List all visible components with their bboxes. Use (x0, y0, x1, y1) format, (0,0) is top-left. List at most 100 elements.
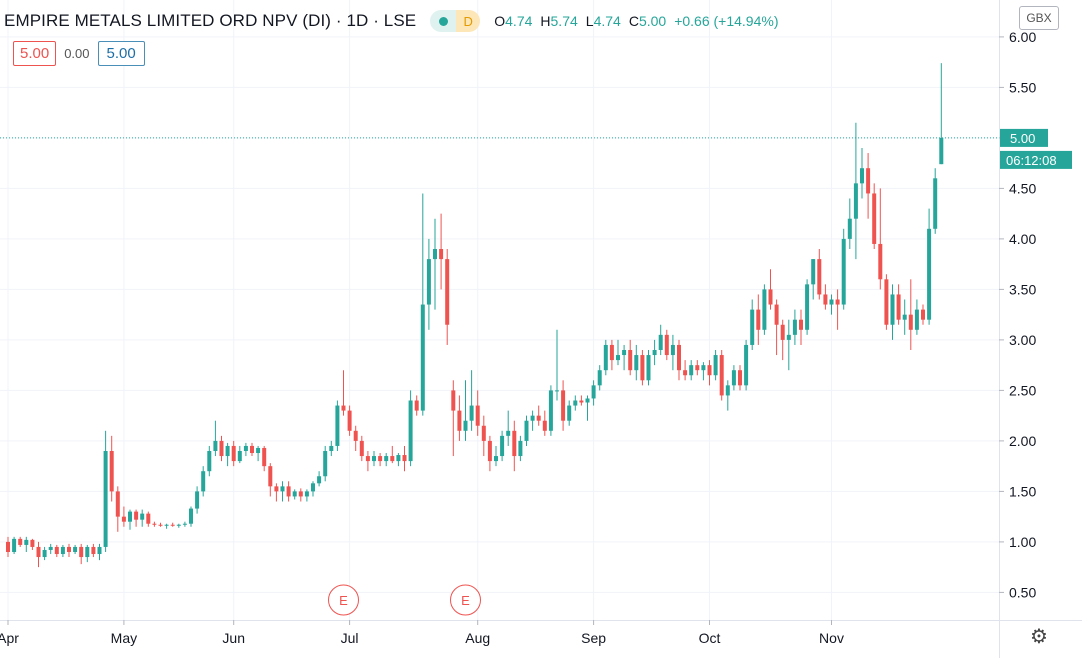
candle[interactable] (744, 339, 749, 391)
candle[interactable] (426, 238, 431, 330)
candle[interactable] (414, 395, 419, 416)
candle[interactable] (182, 521, 187, 527)
candle[interactable] (158, 522, 163, 527)
candle[interactable] (725, 380, 730, 411)
candle[interactable] (79, 543, 84, 565)
sell-price-button[interactable]: 5.00 (13, 41, 57, 66)
candle[interactable] (237, 445, 242, 464)
candle[interactable] (756, 294, 761, 345)
candle[interactable] (268, 463, 273, 497)
candle[interactable] (353, 425, 358, 451)
candle[interactable] (799, 309, 803, 345)
candle[interactable] (390, 445, 395, 464)
candle[interactable] (762, 284, 767, 335)
symbol-title[interactable]: EMPIRE METALS LIMITED ORD NPV (DI) · 1D … (4, 11, 417, 30)
candle[interactable] (542, 410, 547, 436)
candle[interactable] (225, 442, 230, 467)
candle[interactable] (280, 481, 285, 502)
candle[interactable] (365, 451, 370, 472)
earnings-event-marker[interactable]: E (450, 584, 481, 616)
candle[interactable] (451, 380, 456, 457)
candle[interactable] (774, 299, 779, 356)
candle[interactable] (597, 365, 602, 391)
candle[interactable] (890, 284, 895, 340)
candle[interactable] (896, 284, 901, 325)
candle[interactable] (512, 420, 517, 472)
candle[interactable] (683, 360, 688, 381)
earnings-event-marker[interactable]: E (328, 584, 359, 616)
candle[interactable] (372, 451, 376, 467)
status-pill[interactable]: D (430, 10, 481, 32)
candle[interactable] (67, 543, 71, 558)
candle[interactable] (530, 410, 535, 431)
candle[interactable] (164, 523, 169, 529)
candle[interactable] (292, 489, 297, 500)
candle[interactable] (195, 486, 200, 514)
candle[interactable] (719, 350, 724, 401)
candle[interactable] (189, 506, 193, 527)
candle[interactable] (329, 440, 334, 457)
candle[interactable] (494, 445, 498, 467)
candle[interactable] (250, 442, 254, 457)
candle[interactable] (792, 309, 797, 345)
candle[interactable] (152, 521, 157, 527)
candle[interactable] (347, 405, 352, 436)
candle[interactable] (609, 339, 614, 371)
candle[interactable] (823, 284, 828, 310)
candle[interactable] (54, 544, 59, 558)
candle[interactable] (939, 63, 944, 165)
candle[interactable] (640, 350, 645, 386)
candle[interactable] (701, 362, 706, 381)
candle[interactable] (524, 415, 529, 446)
candle[interactable] (652, 339, 657, 366)
candle[interactable] (506, 410, 511, 446)
candle[interactable] (30, 538, 35, 550)
candle[interactable] (6, 536, 10, 558)
candle[interactable] (317, 471, 322, 487)
candle[interactable] (555, 329, 559, 401)
candle[interactable] (128, 509, 132, 530)
candle[interactable] (780, 319, 785, 361)
candle[interactable] (384, 453, 389, 467)
candle[interactable] (304, 489, 309, 502)
candle[interactable] (445, 249, 450, 345)
candle[interactable] (622, 344, 627, 371)
candle[interactable] (18, 536, 23, 547)
candle[interactable] (847, 198, 852, 250)
candle[interactable] (121, 506, 126, 527)
candle[interactable] (109, 435, 114, 502)
candle[interactable] (359, 435, 364, 462)
candle[interactable] (866, 153, 871, 219)
candle[interactable] (42, 546, 47, 561)
candle[interactable] (634, 344, 639, 381)
candle[interactable] (469, 370, 474, 431)
candle[interactable] (378, 453, 383, 467)
price-axis[interactable]: 0.50 1.00 1.50 2.00 2.50 3.00 3.50 4.00 4.50 5.00… (999, 29, 1036, 601)
candle[interactable] (835, 289, 840, 330)
gear-icon[interactable]: ⚙ (1030, 626, 1048, 648)
candle[interactable] (420, 193, 425, 416)
candle[interactable] (408, 390, 413, 467)
candle[interactable] (860, 148, 864, 199)
candle[interactable] (146, 511, 151, 527)
candle[interactable] (256, 445, 261, 462)
candle[interactable] (201, 466, 206, 497)
candle[interactable] (140, 509, 145, 527)
candle[interactable] (884, 274, 889, 330)
candle[interactable] (481, 415, 486, 457)
candle[interactable] (463, 380, 468, 441)
candle[interactable] (786, 319, 791, 371)
candle[interactable] (713, 350, 718, 381)
candle[interactable] (518, 435, 523, 462)
buy-price-button[interactable]: 5.00 (97, 41, 145, 66)
candle[interactable] (841, 228, 846, 310)
candle[interactable] (817, 249, 822, 300)
candle[interactable] (396, 453, 401, 467)
candle[interactable] (402, 445, 407, 472)
candle[interactable] (439, 213, 444, 290)
candle[interactable] (689, 360, 694, 381)
candle[interactable] (457, 395, 462, 441)
candle[interactable] (927, 208, 932, 325)
candle[interactable] (695, 360, 700, 376)
candle[interactable] (91, 543, 96, 558)
